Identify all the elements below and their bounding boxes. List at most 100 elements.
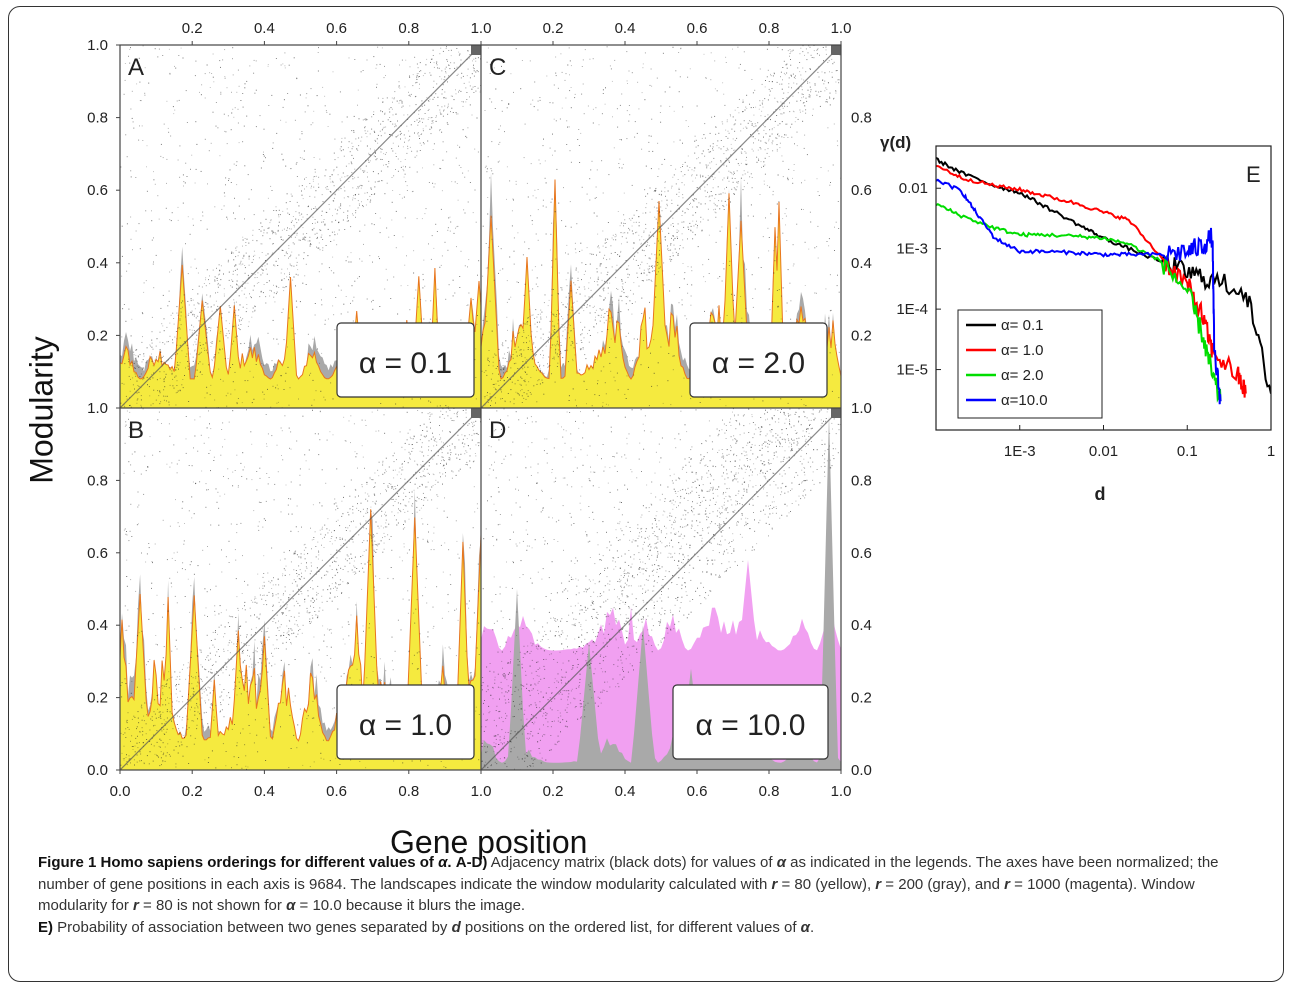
tick-label-right: 0.0 [851, 762, 872, 779]
caption-text-3: = 80 (yellow), [777, 875, 876, 893]
tick-label-right: 0.2 [851, 327, 872, 344]
tick-label-top: 0.2 [543, 20, 564, 37]
tick-label-bottom: 0.2 [543, 783, 564, 800]
tick-label-right: 0.6 [851, 545, 872, 562]
series-line [936, 178, 1222, 405]
y-axis-title: Modularity [23, 336, 60, 484]
tick-label-left: 0.8 [87, 110, 108, 127]
series-line [936, 203, 1222, 403]
landscape-r80-edge [120, 264, 481, 380]
caption-alpha-2: α [286, 897, 296, 914]
caption-r-1: r [771, 875, 778, 893]
tick-label-right: 1.0 [851, 400, 872, 417]
figure-caption: Figure 1 Homo sapiens orderings for diff… [38, 852, 1263, 938]
panel-e-y-tick: 1E-4 [896, 301, 928, 318]
tick-label-bottom: 0.2 [182, 783, 203, 800]
caption-text-7: = 10.0 because it blurs the image. [295, 897, 526, 914]
legend-entry: α= 0.1 [1001, 317, 1043, 334]
legend-entry: α= 2.0 [1001, 367, 1043, 384]
legend-box [672, 684, 829, 760]
caption-text-4: = 200 (gray), and [881, 875, 1005, 893]
caption-text-5: = 1000 (magenta). Window modularity for [38, 875, 1195, 915]
panel-a-plot: Aα = 0.1 [120, 45, 481, 408]
panel-e-xlabel: d [1095, 484, 1106, 504]
tick-label-left: 1.0 [87, 37, 108, 54]
adjacency-dots [120, 45, 481, 408]
figure-frame [8, 6, 1284, 982]
tick-label-top: 0.8 [398, 20, 419, 37]
panel-letter: C [489, 54, 506, 81]
caption-r-2: r [875, 875, 882, 893]
matrix-diagonal [120, 45, 481, 408]
caption-text-6: = 80 is not shown for [138, 897, 287, 914]
tick-label-top: 0.6 [687, 20, 708, 37]
caption-text-1: Adjacency matrix (black dots) for values… [487, 854, 777, 871]
tick-label-left: 0.6 [87, 182, 108, 199]
tick-label-top: 0.4 [615, 20, 636, 37]
tick-label-right: 0.4 [851, 617, 872, 634]
tick-label-left: 0.6 [87, 545, 108, 562]
tick-label-top: 0.2 [182, 20, 203, 37]
tick-label-right: 0.8 [851, 110, 872, 127]
matrix-diagonal [481, 45, 841, 408]
corner-block [831, 408, 841, 418]
figure-canvas: Aα = 0.1Cα = 2.0Bα = 1.0Dα = 10.0 1.00.8… [87, 20, 1275, 800]
tick-label-right: 0.4 [851, 255, 872, 272]
matrix-diagonal [120, 408, 481, 770]
matrix-diagonal [481, 408, 841, 770]
panel-letter-e: E [1246, 162, 1261, 187]
legend-alpha: α = 0.1 [359, 347, 452, 380]
tick-label-top: 0.8 [759, 20, 780, 37]
corner-block [831, 45, 841, 55]
caption-text-2: as indicated in the legends. The axes ha… [38, 854, 1219, 893]
panel-e-chart: 1E-3 0.01 0.1 1 0.01 1E-3 1E-4 1E-5 γ(d) d Eα= 0.1… [880, 133, 1275, 504]
panel-e-x-tick: 1E-3 [1004, 443, 1036, 460]
tick-label-left: 0.0 [87, 762, 108, 779]
tick-label-top: 1.0 [471, 20, 492, 37]
legend-entry: α= 1.0 [1001, 342, 1043, 359]
caption-alpha-3: α [800, 918, 810, 936]
matrix-axes: 1.00.80.60.40.21.00.80.60.40.20.00.0 0.2 0… [87, 20, 872, 800]
panel-e-y-tick: 1E-5 [896, 362, 928, 379]
caption-text-10: . [809, 918, 815, 936]
panel-letter: A [128, 54, 144, 81]
caption-d: d [451, 918, 461, 936]
legend-box [689, 322, 828, 398]
tick-label-left: 0.4 [87, 255, 108, 272]
panel-d-plot: Dα = 10.0 [481, 408, 841, 770]
tick-label-left: 0.4 [87, 617, 108, 634]
tick-label-right: 0.8 [851, 472, 872, 489]
tick-label-bottom: 0.6 [687, 783, 708, 800]
panel-c-plot: Cα = 2.0 [481, 45, 841, 408]
panel-letter: B [128, 417, 144, 444]
tick-label-bottom: 0.8 [759, 783, 780, 800]
legend-alpha: α = 2.0 [712, 347, 805, 380]
tick-label-bottom: 0.8 [398, 783, 419, 800]
corner-block [471, 408, 481, 418]
tick-label-bottom: 0.6 [326, 783, 347, 800]
tick-label-left: 1.0 [87, 400, 108, 417]
panel-e-x-tick: 0.1 [1177, 443, 1198, 460]
tick-label-top: 0.6 [326, 20, 347, 37]
tick-label-left: 0.8 [87, 472, 108, 489]
panel-e-y-tick: 1E-3 [896, 241, 928, 258]
legend-alpha: α = 10.0 [696, 709, 806, 742]
caption-r-3: r [1004, 875, 1010, 893]
caption-part-ad: A-D) [455, 854, 488, 871]
tick-label-bottom: 0.0 [110, 783, 131, 800]
matrix-panels: Aα = 0.1Cα = 2.0Bα = 1.0Dα = 10.0 [120, 45, 841, 770]
tick-label-left: 0.2 [87, 327, 108, 344]
legend-box [336, 322, 475, 398]
panel-e-x-tick: 0.01 [1089, 443, 1118, 460]
panel-e-x-tick: 1 [1267, 443, 1275, 460]
legend-alpha: α = 1.0 [359, 709, 452, 742]
corner-block [471, 45, 481, 55]
tick-label-bottom: 1.0 [831, 783, 852, 800]
caption-text-8: Probability of association between two g… [53, 918, 452, 936]
panel-e-y-tick: 0.01 [899, 180, 928, 197]
caption-text-9: positions on the ordered list, for diffe… [460, 918, 801, 936]
caption-label-symbol: α [438, 854, 448, 871]
caption-alpha-1: α [776, 854, 786, 871]
series-line [936, 165, 1247, 398]
tick-label-bottom: 0.4 [615, 783, 636, 800]
